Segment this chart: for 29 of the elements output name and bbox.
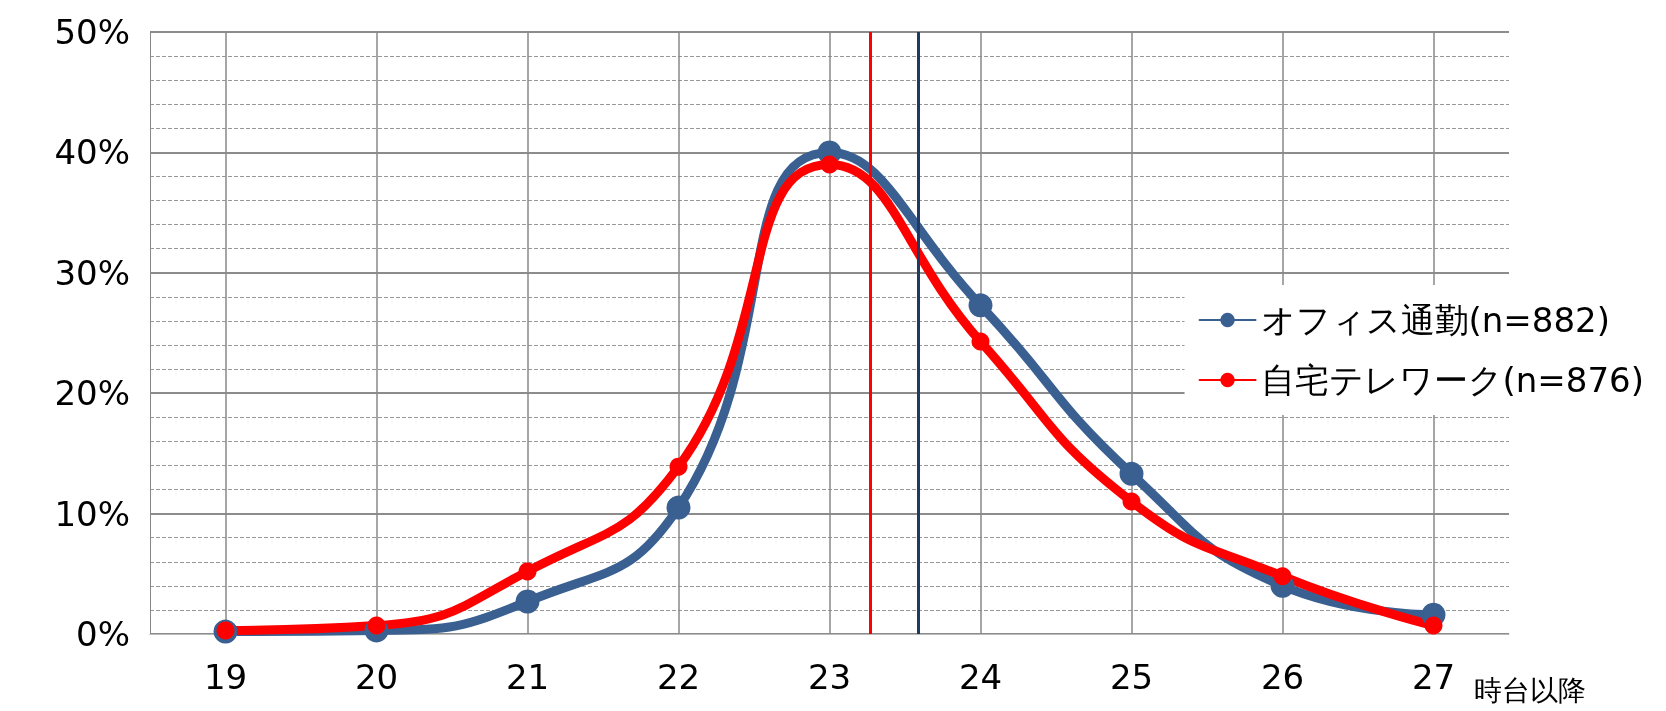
point <box>666 495 691 520</box>
y-tick-label: 50% <box>54 12 130 52</box>
legend-label: オフィス通勤(n=882) <box>1260 300 1611 340</box>
x-tick-label: 20 <box>354 657 399 697</box>
legend-label: 自宅テレワーク(n=876) <box>1260 360 1645 400</box>
point <box>1424 616 1443 635</box>
point <box>968 293 993 318</box>
point <box>669 457 688 476</box>
point <box>1119 461 1144 486</box>
x-tick-label: 22 <box>656 657 701 697</box>
y-tick-label: 0% <box>76 614 130 654</box>
x-axis-title: 時台以降 <box>1474 673 1586 707</box>
y-tick-label: 30% <box>54 252 130 293</box>
point <box>971 332 990 351</box>
point <box>820 155 839 174</box>
point <box>518 562 537 581</box>
x-tick-label: 19 <box>203 657 248 697</box>
y-tick-label: 40% <box>54 132 130 173</box>
point <box>515 589 540 614</box>
y-tick-label: 20% <box>54 373 130 414</box>
x-tick-label: 21 <box>505 657 550 697</box>
x-tick-label: 27 <box>1411 657 1456 697</box>
point <box>1122 492 1141 511</box>
x-tick-label: 24 <box>958 657 1003 697</box>
x-tick-label: 26 <box>1260 657 1305 697</box>
x-tick-label: 23 <box>807 657 852 697</box>
point <box>1273 567 1292 586</box>
x-tick-label: 25 <box>1109 657 1154 697</box>
y-tick-label: 10% <box>54 493 130 534</box>
